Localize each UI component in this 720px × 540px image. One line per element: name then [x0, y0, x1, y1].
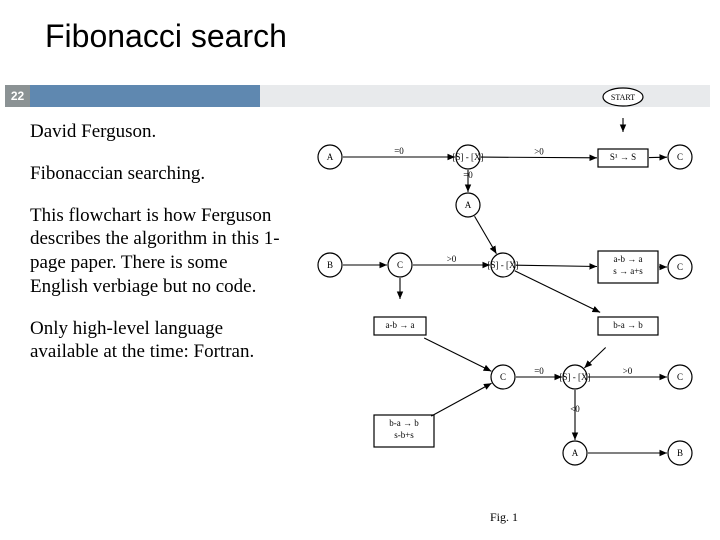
flowchart-svg: START A [S] - [X] S¹ → S C A B C [S] - [X] a-b → … — [300, 75, 710, 515]
svg-text:[S] - [X]: [S] - [X] — [560, 372, 591, 382]
flowchart-figure: START A [S] - [X] S¹ → S C A B C [S] - [X] a-b → … — [300, 75, 710, 535]
page-title: Fibonacci search — [45, 18, 287, 55]
figure-caption: Fig. 1 — [490, 510, 518, 525]
description-paragraph-2: Only high-level language available at th… — [30, 317, 280, 365]
svg-text:=0: =0 — [394, 146, 404, 156]
description-paragraph-1: This flowchart is how Ferguson describes… — [30, 204, 280, 299]
text-column: David Ferguson. Fibonaccian searching. T… — [30, 120, 280, 382]
svg-text:s → a+s: s → a+s — [613, 266, 643, 276]
svg-text:C: C — [677, 152, 683, 162]
page-badge-accent — [30, 85, 260, 107]
svg-text:C: C — [500, 372, 506, 382]
svg-text:a-b → a: a-b → a — [386, 320, 415, 330]
svg-text:A: A — [572, 448, 579, 458]
svg-text:b-a → b: b-a → b — [613, 320, 643, 330]
svg-text:C: C — [677, 262, 683, 272]
svg-text:=0: =0 — [534, 366, 544, 376]
author-line: David Ferguson. — [30, 120, 280, 144]
svg-text:=0: =0 — [463, 170, 473, 180]
svg-text:[S] - [X]: [S] - [X] — [453, 152, 484, 162]
svg-text:<0: <0 — [570, 404, 580, 414]
svg-text:A: A — [327, 152, 334, 162]
svg-text:A: A — [465, 200, 472, 210]
page-number-badge: 22 — [5, 85, 30, 107]
svg-text:a-b → a: a-b → a — [614, 254, 643, 264]
svg-text:>0: >0 — [623, 366, 633, 376]
svg-text:START: START — [611, 93, 635, 102]
svg-text:C: C — [677, 372, 683, 382]
paper-title-line: Fibonaccian searching. — [30, 162, 280, 186]
svg-text:>0: >0 — [447, 254, 457, 264]
svg-text:s-b+s: s-b+s — [394, 430, 414, 440]
svg-text:C: C — [397, 260, 403, 270]
svg-text:>0: >0 — [534, 146, 544, 156]
svg-text:B: B — [327, 260, 333, 270]
svg-text:B: B — [677, 448, 683, 458]
svg-text:b-a → b: b-a → b — [389, 418, 419, 428]
svg-text:S¹ → S: S¹ → S — [610, 152, 636, 162]
svg-text:[S] - [X]: [S] - [X] — [488, 260, 519, 270]
